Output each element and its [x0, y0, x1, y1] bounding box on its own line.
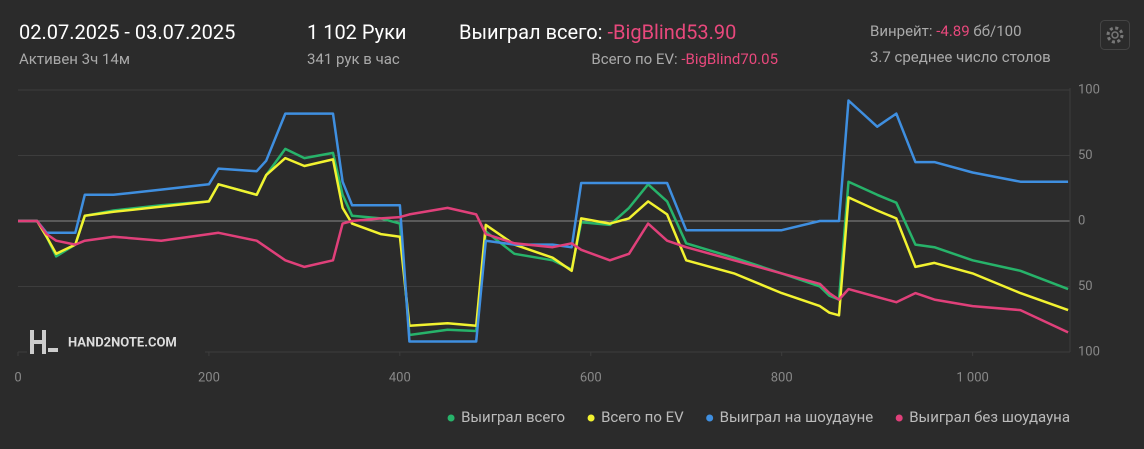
- legend-swatch: [587, 414, 595, 422]
- ev-value: -BigBlind70.05: [681, 50, 778, 68]
- series-line: [18, 156, 1069, 328]
- x-tick-label: 200: [198, 370, 220, 385]
- legend-swatch: [895, 414, 903, 422]
- y-tick-label: 100: [1078, 344, 1100, 359]
- winrate-label: Винрейт:: [870, 22, 933, 40]
- y-tick-label: 50: [1078, 279, 1093, 294]
- legend-item: Выиграл всего: [447, 408, 565, 426]
- series-line: [18, 147, 1069, 337]
- won-label: Выиграл всего:: [459, 20, 603, 44]
- series-line: [18, 206, 1069, 334]
- ev-label: Всего по EV:: [591, 50, 678, 68]
- hands: 1 102 Руки: [307, 20, 407, 44]
- y-tick-label: 50: [1078, 148, 1093, 163]
- x-tick-label: 400: [389, 370, 411, 385]
- legend: Выиграл всего Всего по EV Выиграл на шоуда…: [447, 408, 1070, 426]
- series-line: [18, 99, 1069, 343]
- x-tick-label: 0: [14, 370, 21, 385]
- y-tick-label: 0: [1078, 213, 1085, 228]
- legend-label: Выиграл на шоудауне: [720, 408, 874, 426]
- legend-label: Выиграл всего: [461, 408, 565, 426]
- won-value: -BigBlind53.90: [607, 20, 737, 44]
- legend-swatch: [706, 414, 714, 422]
- legend-item: Всего по EV: [587, 408, 684, 426]
- x-tick-label: 1 000: [956, 370, 988, 385]
- active-time: Активен 3ч 14м: [19, 50, 130, 68]
- legend-item: Выиграл на шоудауне: [706, 408, 873, 426]
- watermark: HAND2NOTE.COM: [27, 328, 205, 356]
- watermark-text: HAND2NOTE.COM: [68, 335, 177, 350]
- x-tick-label: 600: [580, 370, 602, 385]
- y-tick-label: 100: [1078, 82, 1100, 97]
- legend-label: Выиграл без шоудауна: [909, 408, 1070, 426]
- hands-per-hour: 341 рук в час: [307, 50, 400, 68]
- x-tick-label: 800: [771, 370, 793, 385]
- winrate-value: -4.89: [936, 22, 970, 40]
- legend-label: Всего по EV: [601, 408, 684, 426]
- winrate-unit: бб/100: [973, 22, 1022, 40]
- legend-item: Выиграл без шоудауна: [895, 408, 1070, 426]
- settings-button[interactable]: [1100, 20, 1130, 50]
- legend-swatch: [447, 414, 455, 422]
- date-range: 02.07.2025 - 03.07.2025: [19, 20, 236, 44]
- tables: 3.7 среднее число столов: [870, 48, 1051, 66]
